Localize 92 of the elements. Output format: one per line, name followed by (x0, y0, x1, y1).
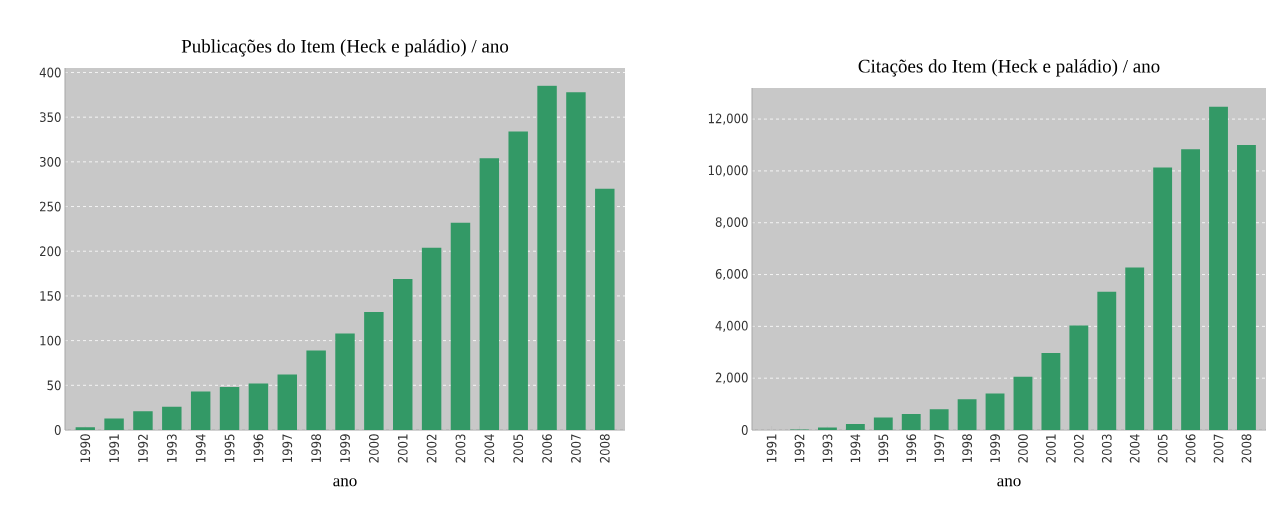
x-tick-label: 2001 (397, 434, 408, 463)
bar (1209, 106, 1228, 430)
y-tick-label: 400 (39, 67, 61, 78)
x-tick-label: 2003 (455, 434, 466, 463)
x-tick-label: 2008 (599, 434, 610, 463)
bar (421, 247, 442, 430)
bar (104, 418, 124, 430)
y-tick-label: 200 (40, 246, 61, 257)
bar (1237, 145, 1256, 430)
x-axis-title: ano (333, 478, 357, 487)
bar (162, 406, 182, 430)
x-tick-label: 1998 (962, 434, 973, 463)
x-tick-label: 2004 (484, 434, 495, 463)
y-tick-label: 0 (54, 425, 61, 435)
x-tick-label: 1993 (822, 434, 833, 463)
bar (901, 413, 921, 430)
x-tick-label: 2005 (1157, 434, 1168, 463)
bar (818, 427, 837, 430)
bar (450, 222, 471, 430)
y-tick-label: 2,000 (715, 372, 748, 384)
bar (133, 411, 153, 430)
y-tick-label: 350 (40, 112, 61, 123)
y-tick-label: 100 (40, 335, 61, 346)
x-tick-label: 1996 (253, 434, 264, 463)
bar (1125, 267, 1145, 430)
x-tick-label: 2008 (1241, 434, 1252, 463)
bar (190, 391, 211, 430)
bar (364, 312, 384, 430)
x-tick-label: 1990 (80, 434, 91, 463)
bar (537, 85, 557, 430)
chart-title: Publicações do Item (Heck e paládio) / ano (181, 39, 509, 57)
bar (845, 424, 865, 430)
bar (219, 387, 240, 430)
x-tick-label: 1994 (850, 434, 861, 463)
bar (957, 399, 977, 430)
bar (306, 350, 326, 430)
x-tick-label: 2000 (368, 434, 379, 463)
x-tick-label: 2004 (1129, 434, 1140, 463)
y-tick-label: 150 (40, 291, 61, 301)
x-tick-label: 1992 (138, 434, 148, 463)
bar (595, 188, 615, 430)
x-axis-title: ano (997, 478, 1021, 487)
bar (75, 427, 95, 430)
bar (1097, 291, 1117, 430)
x-tick-label: 2006 (1185, 434, 1196, 463)
y-tick-label: 8,000 (715, 217, 748, 229)
x-tick-label: 1995 (224, 434, 235, 463)
x-tick-label: 1999 (990, 434, 1000, 463)
x-tick-label: 1996 (906, 434, 917, 463)
y-tick-label: 10,000 (708, 165, 748, 177)
bar (873, 417, 893, 430)
chart-title: Citações do Item (Heck e paládio) / ano (858, 59, 1160, 77)
x-tick-label: 1992 (794, 434, 805, 463)
bar (1181, 149, 1201, 430)
x-tick-label: 1997 (282, 434, 293, 463)
x-tick-label: 1991 (109, 434, 119, 463)
bar (335, 333, 355, 430)
x-tick-label: 1994 (195, 434, 206, 463)
bar (1069, 325, 1089, 430)
x-tick-label: 2003 (1101, 434, 1112, 463)
bar (393, 278, 413, 430)
bar (479, 158, 500, 430)
bar (566, 92, 586, 430)
x-tick-label: 2007 (1213, 434, 1224, 463)
bar (929, 409, 949, 430)
bar (985, 393, 1005, 430)
bar (508, 131, 528, 430)
y-tick-label: 50 (47, 380, 61, 391)
y-tick-label: 12,000 (708, 113, 748, 125)
x-tick-label: 1991 (766, 434, 777, 463)
x-tick-label: 2002 (1073, 434, 1084, 463)
bar (248, 383, 269, 430)
bar (1153, 167, 1173, 430)
bar (277, 374, 297, 430)
x-tick-label: 1998 (311, 434, 322, 463)
y-tick-label: 0 (741, 425, 748, 435)
y-tick-label: 300 (40, 156, 61, 167)
x-tick-label: 2006 (542, 434, 552, 463)
y-tick-label: 250 (40, 201, 61, 212)
x-tick-label: 1995 (878, 434, 889, 463)
x-tick-label: 2005 (513, 434, 524, 463)
bar (1013, 376, 1033, 430)
x-tick-label: 1993 (166, 434, 177, 463)
y-tick-label: 4,000 (715, 320, 748, 332)
bar (1041, 353, 1061, 430)
x-tick-label: 2007 (571, 434, 581, 463)
x-tick-label: 1997 (934, 434, 945, 463)
x-tick-label: 2000 (1018, 434, 1028, 463)
x-tick-label: 2002 (426, 434, 437, 463)
x-tick-label: 2001 (1046, 434, 1056, 463)
y-tick-label: 6,000 (715, 268, 748, 281)
x-tick-label: 1999 (340, 434, 350, 463)
